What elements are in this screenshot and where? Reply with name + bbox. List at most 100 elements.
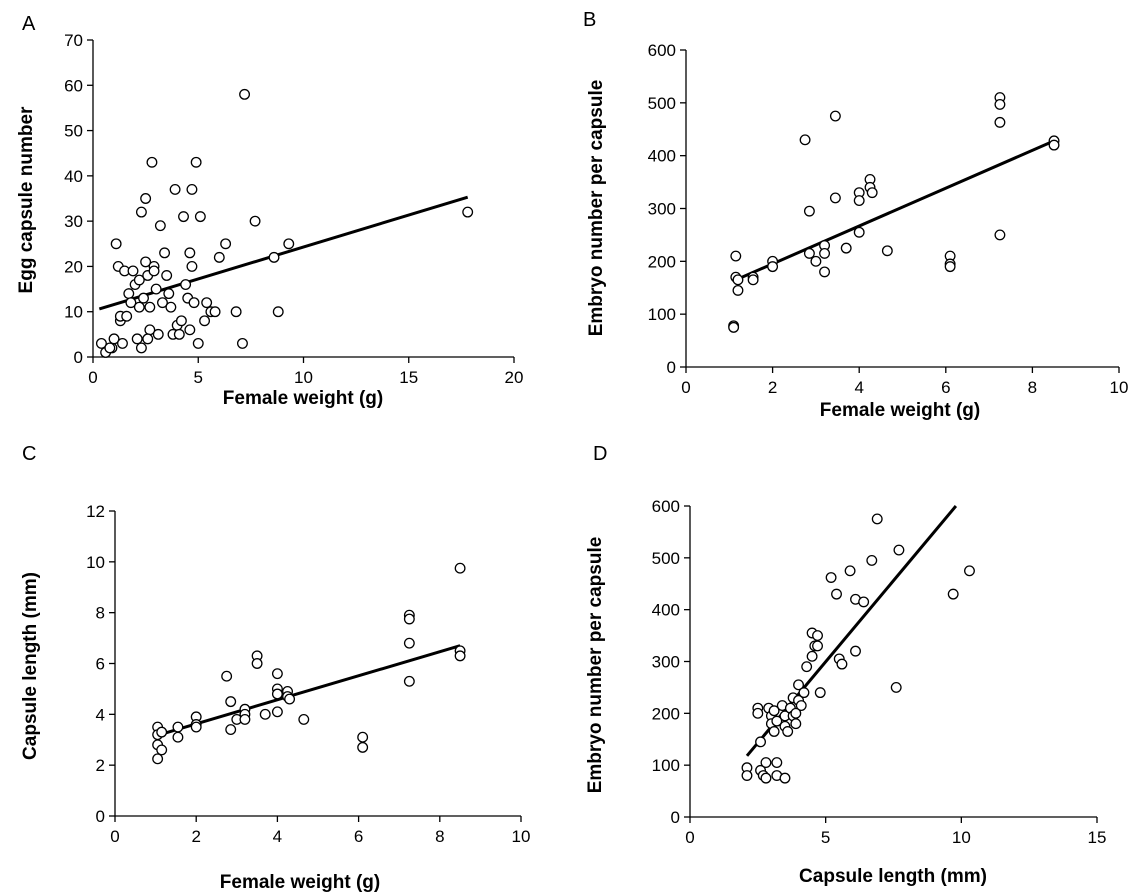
y-axis-label-c: Capsule length (mm) [20, 572, 41, 760]
data-point [771, 757, 783, 769]
data-point [152, 328, 164, 340]
data-point [741, 770, 753, 781]
data-point [790, 718, 802, 730]
data-point [768, 726, 780, 737]
data-point [251, 658, 263, 669]
data-point [755, 736, 766, 748]
y-tick-label: 200 [648, 252, 676, 271]
data-point [194, 211, 206, 223]
data-point [812, 630, 823, 642]
data-point [462, 206, 474, 218]
data-point [225, 724, 237, 736]
x-axis-label-b: Female weight (g) [820, 400, 980, 421]
data-point [283, 238, 295, 250]
x-tick-label: 5 [821, 828, 830, 847]
data-point [1048, 139, 1060, 151]
x-axis-label-a: Female weight (g) [223, 388, 383, 409]
data-point [165, 301, 177, 313]
data-point [853, 226, 865, 238]
data-point [994, 116, 1006, 128]
y-tick-label: 600 [652, 497, 680, 516]
data-point [840, 242, 852, 254]
data-point [768, 705, 780, 717]
data-point [142, 333, 154, 345]
data-point [893, 544, 905, 556]
data-point [138, 292, 149, 304]
data-point [135, 206, 147, 218]
data-point [284, 693, 296, 705]
x-tick-label: 8 [1028, 378, 1037, 397]
y-tick-label: 10 [86, 553, 105, 572]
data-point [188, 297, 200, 309]
data-point [237, 337, 248, 349]
data-point [146, 156, 158, 168]
data-point [156, 744, 168, 756]
x-tick-label: 20 [505, 368, 524, 387]
y-tick-label: 50 [64, 122, 83, 141]
data-point [858, 596, 870, 608]
data-point [178, 211, 189, 223]
data-point [747, 274, 759, 286]
data-point [121, 310, 133, 322]
regression-line-b [733, 139, 1055, 283]
data-point [814, 687, 826, 699]
data-point [272, 306, 284, 318]
data-point [803, 247, 815, 259]
data-point [890, 681, 902, 693]
data-point [239, 88, 251, 100]
y-tick-label: 0 [96, 807, 105, 826]
panel-label-d: D [593, 443, 607, 465]
data-point [172, 731, 184, 743]
data-point [357, 741, 369, 753]
data-point [454, 650, 466, 662]
x-tick-label: 0 [681, 378, 690, 397]
data-point [209, 306, 221, 318]
y-tick-label: 6 [96, 655, 105, 674]
panel-b: B Embryo number per capsule Female weigh… [583, 9, 1128, 421]
data-point [148, 265, 160, 277]
data-point [173, 328, 185, 340]
data-point [819, 266, 831, 278]
data-point [175, 315, 187, 327]
y-tick-label: 400 [648, 147, 676, 166]
data-point [825, 572, 837, 583]
data-point [259, 708, 271, 720]
data-point [866, 554, 878, 566]
data-point [131, 333, 143, 345]
data-point [836, 658, 848, 670]
data-point [947, 588, 959, 600]
data-point [184, 247, 196, 259]
y-tick-label: 2 [96, 756, 105, 775]
y-tick-label: 40 [64, 167, 83, 186]
panel-a: A Egg capsule number Female weight (g) 0… [16, 13, 523, 409]
x-tick-label: 0 [110, 827, 119, 846]
data-point [810, 255, 822, 267]
data-point [157, 297, 168, 309]
data-point [199, 315, 211, 327]
data-point [793, 679, 804, 691]
x-tick-label: 8 [435, 827, 444, 846]
data-point [125, 297, 137, 309]
data-point [271, 706, 283, 718]
x-tick-label: 4 [854, 378, 863, 397]
data-point [760, 757, 772, 769]
data-point [156, 726, 168, 738]
data-point [161, 270, 173, 281]
data-point [186, 260, 198, 272]
data-point [730, 250, 742, 262]
y-tick-label: 4 [96, 705, 105, 724]
data-point [159, 247, 171, 259]
x-tick-label: 0 [88, 368, 97, 387]
x-axis-label-d: Capsule length (mm) [799, 866, 987, 887]
x-tick-label: 15 [399, 368, 418, 387]
data-point [192, 337, 204, 349]
data-point [271, 668, 283, 680]
y-tick-label: 100 [648, 305, 676, 324]
data-point [225, 696, 237, 708]
x-axis-label-c: Female weight (g) [220, 872, 380, 893]
data-point [994, 229, 1006, 241]
y-tick-label: 300 [648, 200, 676, 219]
y-axis-label-a: Egg capsule number [16, 106, 37, 293]
data-point [881, 245, 893, 257]
y-tick-label: 500 [648, 94, 676, 113]
